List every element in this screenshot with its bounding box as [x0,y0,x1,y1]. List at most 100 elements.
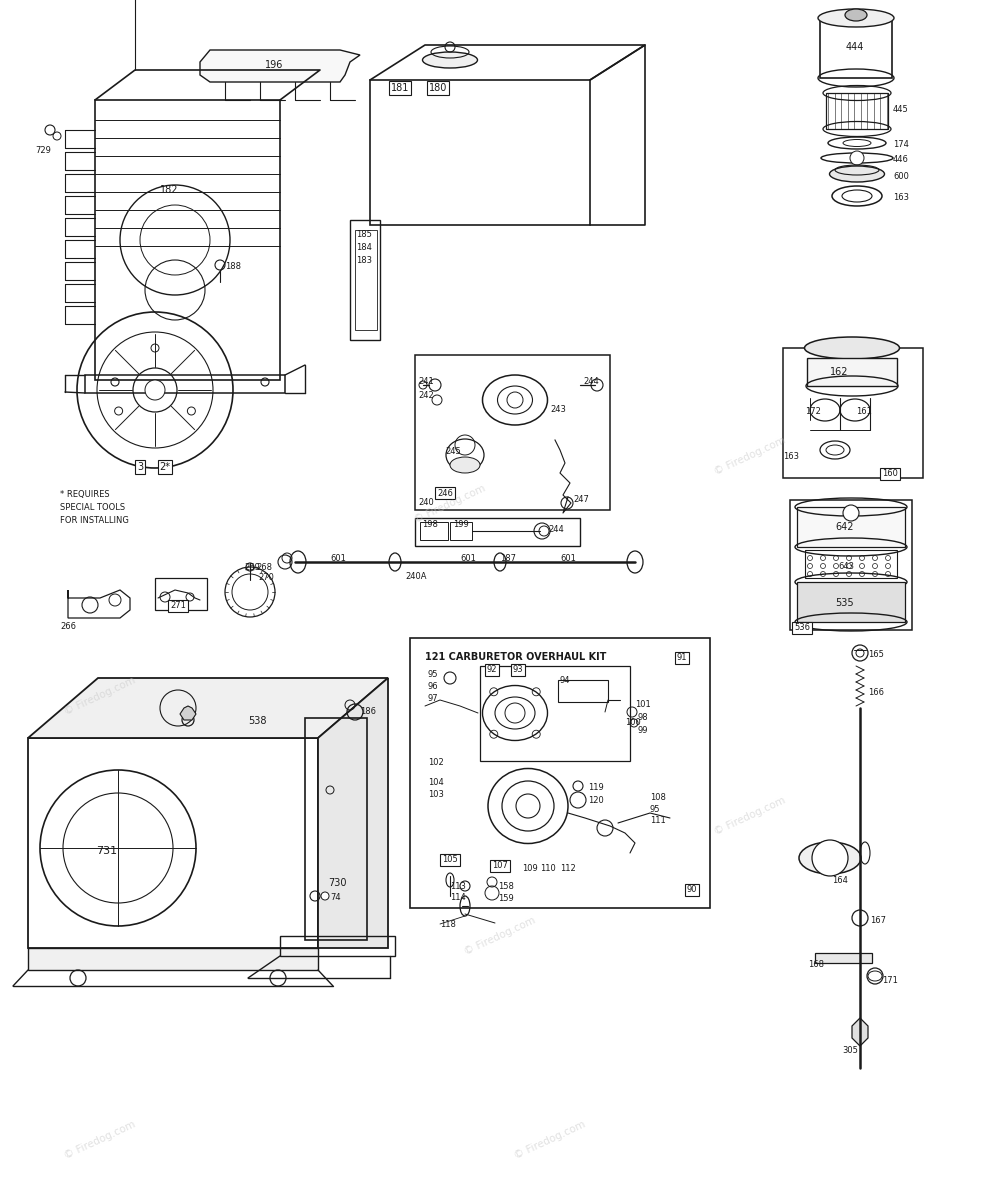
Text: 244: 244 [583,377,599,386]
Bar [420,522,448,540]
Text: © Firedog.com: © Firedog.com [63,1120,137,1160]
Polygon shape [318,678,388,948]
Text: 247: 247 [573,494,589,504]
Text: 110: 110 [540,864,556,874]
Text: 271: 271 [170,601,186,611]
Bar [797,506,905,547]
Text: 168: 168 [808,960,824,970]
Text: 199: 199 [453,520,469,529]
Text: 246: 246 [437,488,453,498]
Text: 111: 111 [650,816,666,826]
Text: 2*: 2* [160,462,170,472]
Text: 601: 601 [330,554,346,563]
Text: 107: 107 [492,862,508,870]
Bar [805,550,897,578]
Circle shape [812,840,848,876]
Text: 270: 270 [258,572,274,582]
Text: 731: 731 [96,846,117,856]
Text: 119: 119 [588,782,604,792]
Text: 113: 113 [450,882,466,890]
Circle shape [856,649,864,658]
Text: 445: 445 [893,104,909,114]
Text: 269: 269 [244,563,260,572]
Text: 104: 104 [428,778,444,787]
Circle shape [539,526,549,536]
Text: 198: 198 [422,520,438,529]
Ellipse shape [830,166,885,182]
Bar [95,100,280,380]
Text: 601: 601 [460,554,476,563]
Text: 643: 643 [838,562,854,571]
Bar [350,220,380,340]
Text: 100: 100 [625,718,641,727]
Text: 444: 444 [846,42,864,52]
Text: 240: 240 [418,498,434,506]
Text: 172: 172 [805,407,821,416]
Text: 243: 243 [550,404,566,414]
Text: FOR INSTALLING: FOR INSTALLING [60,516,129,526]
Text: © Firedog.com: © Firedog.com [463,916,537,956]
Text: 268: 268 [256,563,272,572]
Polygon shape [28,678,388,738]
Text: © Firedog.com: © Firedog.com [413,484,487,524]
Ellipse shape [845,8,867,20]
Text: 184: 184 [356,242,372,252]
Polygon shape [815,953,872,962]
Bar [480,666,630,761]
Polygon shape [200,50,360,82]
Text: 180: 180 [429,83,447,92]
Ellipse shape [450,457,480,473]
Text: 266: 266 [60,622,76,631]
Text: 730: 730 [328,878,347,888]
Text: 241: 241 [418,377,434,386]
Text: © Firedog.com: © Firedog.com [713,796,787,836]
Bar [415,355,610,510]
Bar [280,936,395,956]
Text: © Firedog.com: © Firedog.com [713,436,787,476]
Text: 102: 102 [428,758,444,767]
Circle shape [850,151,864,164]
Text: 96: 96 [428,682,439,691]
Text: 601: 601 [560,554,576,563]
Text: 182: 182 [160,185,178,194]
Text: 112: 112 [560,864,576,874]
Text: 166: 166 [868,688,884,697]
Text: 186: 186 [360,707,376,716]
Text: 90: 90 [687,886,697,894]
Text: 536: 536 [794,624,810,632]
Text: © Firedog.com: © Firedog.com [63,676,137,716]
Polygon shape [852,1018,868,1046]
Text: 240A: 240A [405,572,426,581]
Bar [820,18,892,78]
Text: 93: 93 [513,666,523,674]
Text: 162: 162 [830,367,848,377]
Bar [807,358,897,386]
Text: 245: 245 [445,446,461,456]
Bar [790,500,912,630]
Circle shape [516,794,540,818]
Text: 167: 167 [870,916,886,925]
Circle shape [145,380,165,400]
Text: 91: 91 [677,654,687,662]
Text: 188: 188 [225,262,241,271]
Text: 538: 538 [248,716,266,726]
Text: 74: 74 [330,893,341,902]
Text: 94: 94 [560,676,570,685]
Text: 729: 729 [35,146,51,155]
Text: 92: 92 [487,666,497,674]
Text: 185: 185 [356,230,372,239]
Text: 114: 114 [450,893,466,902]
Text: 158: 158 [498,882,514,890]
Bar [826,92,888,128]
Bar [28,948,318,970]
Text: © Firedog.com: © Firedog.com [513,1120,587,1160]
Text: 163: 163 [893,193,909,202]
Ellipse shape [804,337,900,359]
Bar [85,374,285,392]
Bar [783,348,923,478]
Circle shape [843,505,859,521]
Text: 642: 642 [835,522,854,532]
Polygon shape [180,706,196,720]
Text: 108: 108 [650,793,666,802]
Text: 159: 159 [498,894,514,902]
